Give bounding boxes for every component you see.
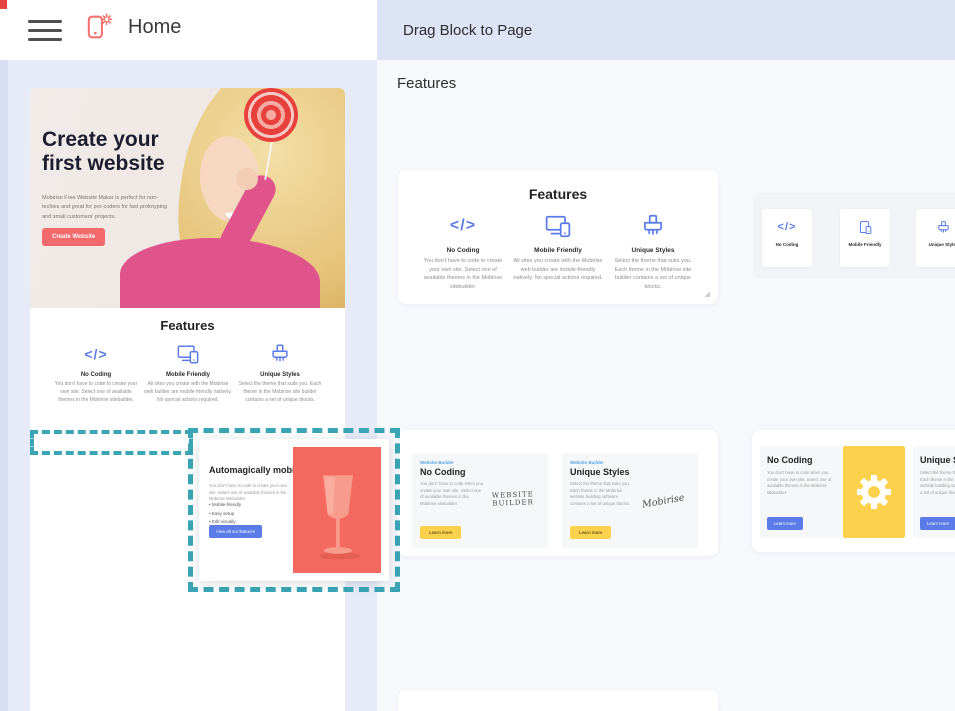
compact-tile-no-coding: </> No Coding [762,209,812,267]
preview-feature-no-coding: </> No Coding You don't have to code to … [52,342,140,404]
brush-icon [916,219,955,235]
hero-photo [236,168,258,190]
learn-more-button[interactable]: Learn more [420,526,462,539]
gear-icon [856,474,892,510]
preview-feature-unique-styles: Unique Styles Select the theme that suit… [236,342,324,404]
code-icon: </> [449,217,477,234]
code-icon: </> [777,221,797,233]
devices-icon [144,342,232,366]
code-icon: </> [84,346,108,362]
learn-more-button[interactable]: Learn more [570,526,612,539]
block-features-compact[interactable]: </> No Coding Mobile Friendly Unique Sty… [753,193,955,278]
corner-accent [0,0,7,9]
page-title: Home [128,15,182,38]
create-website-button[interactable]: Create Website [42,228,106,246]
lollipop-graphic [244,88,298,142]
block-feature-no-coding: </> No Coding You don't have to code to … [418,212,508,291]
drag-block-description: You don't have to code to create your ow… [209,483,287,502]
phone-spark-icon [87,13,113,39]
drag-panel-title: Drag Block to Page [403,22,533,39]
block-cards-gear[interactable]: No Coding You don't have to code when yo… [752,430,955,552]
hero-block[interactable]: Create your first website Mobirise Free … [30,88,345,308]
gear-card-unique-styles: Unique Styles Select the theme that suit… [913,446,955,538]
learn-more-button[interactable]: Learn more [920,517,955,530]
drag-block-bullets: Mobile-friendly Easy setup Edit visually [209,501,241,527]
tablet-phone-icon [840,219,890,235]
dragged-block[interactable]: Automagically mobile You don't have to c… [188,428,400,592]
app-header-left: Home [0,0,377,60]
view-features-button[interactable]: View all our features [209,525,262,538]
page-preview[interactable]: Create your first website Mobirise Free … [30,88,345,711]
category-label: Features [397,75,457,92]
dragged-block-content: Automagically mobile You don't have to c… [199,439,389,581]
drag-panel-header: Drag Block to Page [377,0,955,60]
block-feature-mobile-friendly: Mobile Friendly All sites you create wit… [513,212,603,283]
block-articles[interactable]: Website Builder No Coding You don't have… [398,430,718,556]
hero-photo [120,238,320,308]
drop-indicator [30,430,193,455]
preview-features-title: Features [160,318,215,333]
website-builder-doodle: WEBSITE BUILDER [491,490,534,508]
article-no-coding: Website Builder No Coding You don't have… [412,453,548,548]
gear-tile [843,446,905,538]
blocks-panel[interactable]: Features Features </> No Coding You don'… [377,60,955,711]
compact-tile-mobile-friendly: Mobile Friendly [840,209,890,267]
brush-icon [236,342,324,366]
page-selector[interactable]: Home [86,12,181,42]
devices-icon [513,212,603,240]
article-unique-styles: Website Builder Unique Styles Select the… [562,453,698,548]
gear-card-no-coding: No Coding You don't have to code when yo… [760,446,842,538]
learn-more-button[interactable]: Learn more [767,517,803,530]
menu-button[interactable] [28,20,62,44]
block-features-detailed[interactable]: Features </> No Coding You don't have to… [398,170,718,304]
hero-title: Create your first website [42,128,165,176]
brush-icon [608,212,698,240]
goblet-image [293,447,381,573]
resize-handle-icon: ◢ [704,291,710,298]
compact-tile-unique-styles: Unique Styles [916,209,955,267]
preview-feature-mobile-friendly: Mobile Friendly All sites you create wit… [144,342,232,404]
hero-description: Mobirise Free Website Maker is perfect f… [42,195,168,220]
block-feature-unique-styles: Unique Styles Select the theme that suit… [608,212,698,291]
block-next-peek[interactable] [398,690,718,711]
canvas-workspace: Create your first website Mobirise Free … [0,60,377,711]
drag-block-title: Automagically mobile [209,465,303,475]
mobirise-logo-doodle: Mobirise [641,492,685,511]
